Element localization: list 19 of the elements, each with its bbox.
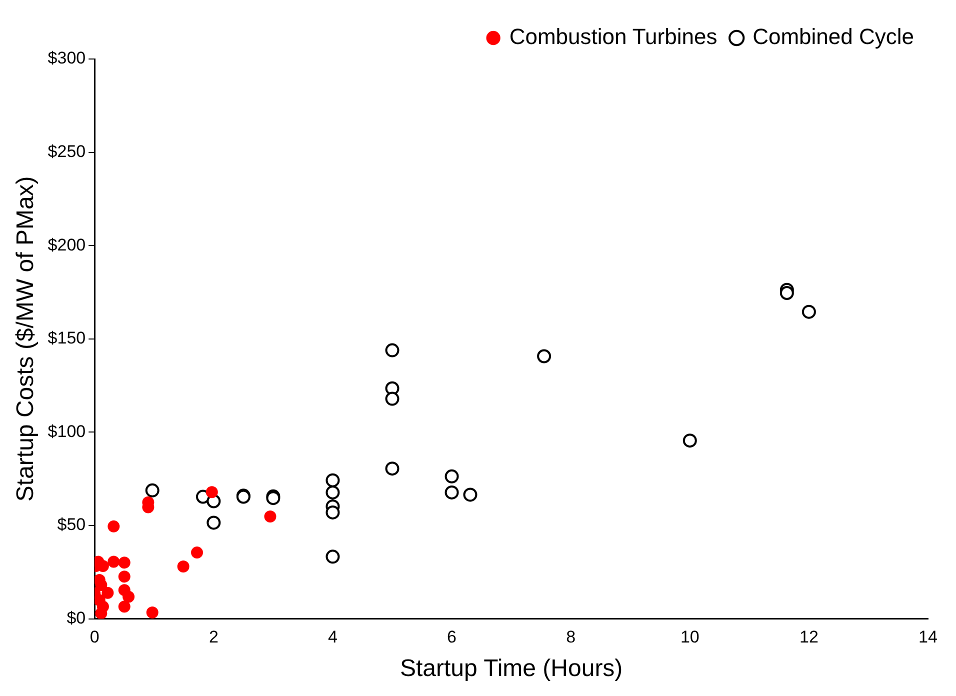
y-tick-label: $0 [66,608,86,628]
legend-label: Combined Cycle [752,24,914,50]
x-axis-title: Startup Time (Hours) [400,655,623,682]
x-tick-label: 2 [208,628,218,647]
x-tick-label: 8 [566,628,576,647]
y-tick-label: $50 [57,515,86,534]
y-tick-label: $250 [48,142,86,161]
y-tick-label: $200 [48,235,86,254]
x-tick-label: 10 [680,628,700,647]
x-tick-label: 6 [447,628,457,647]
x-tick-label: 4 [328,628,338,647]
y-tick-label: $100 [48,422,86,441]
x-tick-label: 12 [799,628,818,647]
y-tick-label: $300 [48,48,86,68]
legend-label: Combustion Turbines [509,24,718,50]
y-axis-title: Startup Costs ($/MW of PMax) [12,176,40,502]
x-tick-label: 14 [918,628,938,647]
x-tick-label: 0 [90,628,100,647]
y-tick-label: $150 [48,328,86,348]
